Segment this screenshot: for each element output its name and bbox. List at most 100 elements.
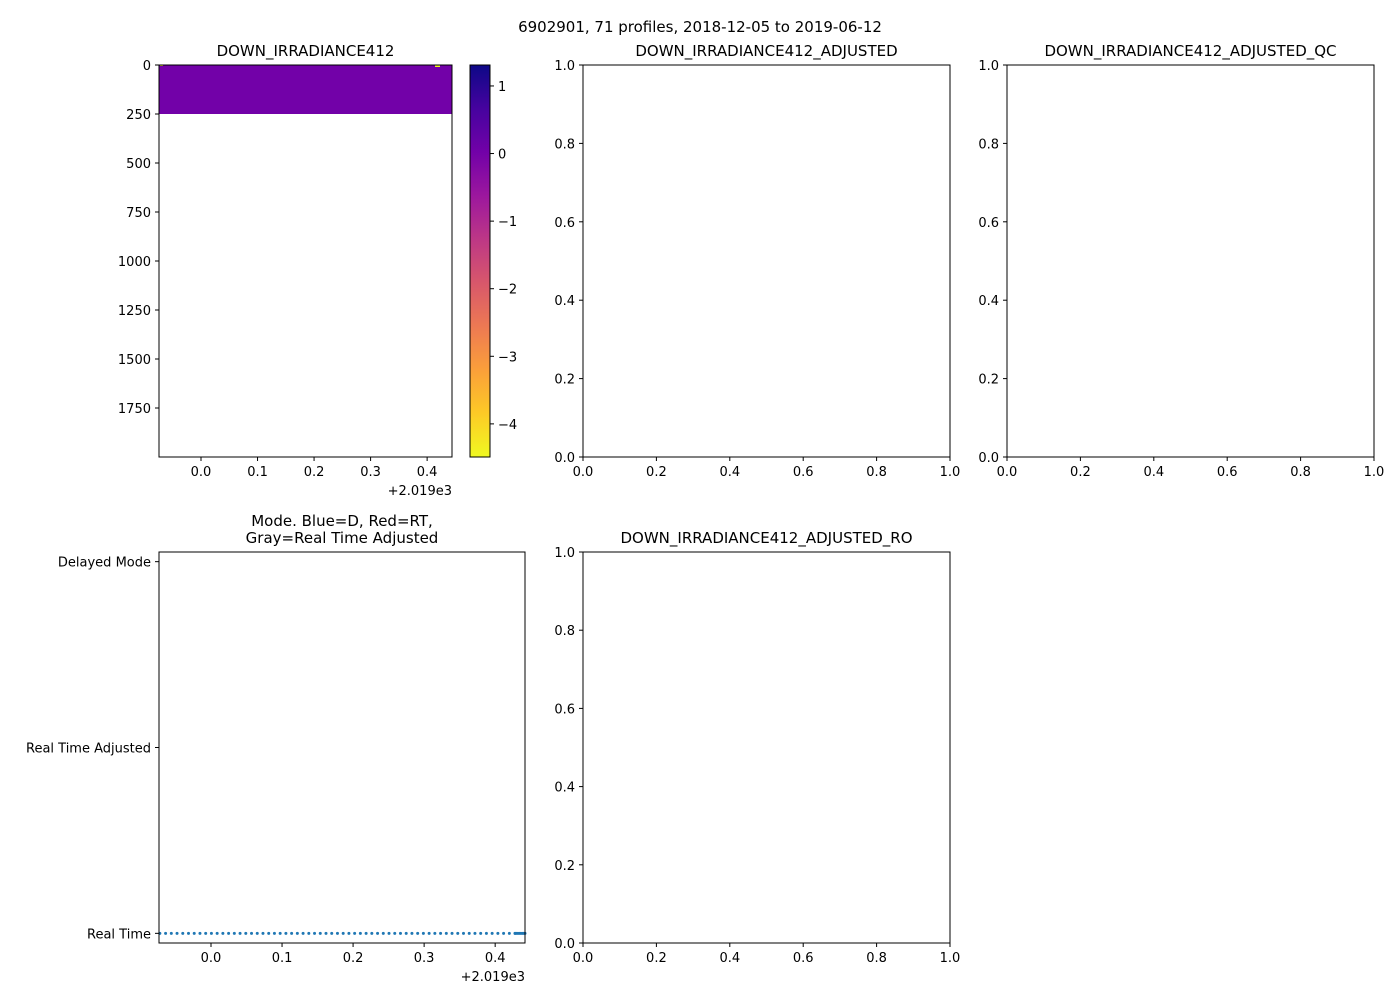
data-point [439, 931, 443, 935]
data-point [341, 931, 345, 935]
y-tick-label: 1000 [118, 255, 151, 270]
data-point [307, 931, 311, 935]
x-tick-label: 0.4 [417, 465, 438, 480]
data-point [490, 931, 494, 935]
y-tick-label: 500 [126, 157, 151, 172]
y-tick-label: 750 [126, 206, 151, 221]
axes-p2: 0.0 0.2 0.4 0.6 0.8 1.0 0.0 0.2 0.4 0.6 0.8 1.0 DOWN… [554, 42, 960, 480]
colorbar-tick-label: −1 [498, 215, 517, 230]
data-point [232, 931, 236, 935]
y-tick-label: Real Time [87, 927, 151, 942]
data-point [209, 931, 213, 935]
y-tick-label: 1.0 [554, 546, 575, 561]
x-tick-label: 0.4 [1143, 465, 1164, 480]
y-tick-label: 0.8 [554, 624, 575, 639]
x-tick-label: 1.0 [940, 951, 961, 966]
axes-p3: 0.0 0.2 0.4 0.6 0.8 1.0 0.0 0.2 0.4 0.6 0.8 1.0 DOWN… [978, 42, 1384, 480]
x-tick-label: 0.8 [866, 951, 887, 966]
data-point [227, 931, 231, 935]
x-tick-label: 0.0 [573, 951, 594, 966]
x-tick-label: 0.4 [485, 951, 506, 966]
data-point [290, 931, 294, 935]
data-point [204, 931, 208, 935]
data-point [502, 931, 506, 935]
y-tick-label: 0.2 [554, 373, 575, 388]
y-tick-label: 0.2 [554, 859, 575, 874]
data-point [175, 931, 179, 935]
data-point [295, 931, 299, 935]
x-tick-label: 0.1 [247, 465, 268, 480]
y-tick-label: 0.6 [554, 216, 575, 231]
data-point [261, 931, 265, 935]
data-point [461, 931, 465, 935]
y-tick-label: 0.4 [554, 294, 575, 309]
data-point [278, 931, 282, 935]
axes-frame [158, 551, 526, 944]
x-tick-label: 1.0 [1364, 465, 1385, 480]
x-tick-label: 0.6 [793, 951, 814, 966]
x-tick-label: 0.0 [191, 465, 212, 480]
axes-p1: 1 0 −1 −2 −3 −4 0.0 0.1 0.2 0.3 0.4 0 250 500 750 1000 1… [118, 42, 517, 499]
x-tick-label: 0.6 [1217, 465, 1238, 480]
x-tick-label: 0.3 [414, 951, 435, 966]
data-point [244, 931, 248, 935]
data-point [347, 931, 351, 935]
y-tick-label: 0.2 [978, 373, 999, 388]
data-point [370, 931, 374, 935]
data-point [507, 931, 511, 935]
data-point [416, 931, 420, 935]
y-tick-label: 0.0 [978, 451, 999, 466]
y-tick-label: 0.6 [554, 702, 575, 717]
data-point [473, 931, 477, 935]
data-point [192, 931, 196, 935]
data-point [387, 931, 391, 935]
x-tick-label: 0.2 [646, 951, 667, 966]
x-tick-label: 0.2 [343, 951, 364, 966]
axes-frame [582, 551, 951, 944]
data-point [198, 931, 202, 935]
data-point [456, 931, 460, 935]
colorbar-tick-label: −4 [498, 418, 517, 433]
y-tick-label: 1.0 [978, 59, 999, 74]
axes-frame [158, 64, 453, 458]
data-point [250, 931, 254, 935]
data-point [313, 931, 317, 935]
x-tick-label: 0.0 [573, 465, 594, 480]
x-tick-label: 0.2 [304, 465, 325, 480]
y-tick-label: 1.0 [554, 59, 575, 74]
data-point [181, 931, 185, 935]
data-point [393, 931, 397, 935]
data-point [479, 931, 483, 935]
x-tick-label: 0.1 [272, 951, 293, 966]
y-tick-label: 0 [143, 59, 151, 74]
y-tick-label: Delayed Mode [58, 556, 151, 571]
y-tick-label: 0.0 [554, 451, 575, 466]
data-point [398, 931, 402, 935]
y-tick-label: 1500 [118, 353, 151, 368]
heatmap-data-region [159, 65, 452, 114]
axes-title-line2: Gray=Real Time Adjusted [246, 529, 439, 547]
x-tick-label: 0.8 [1290, 465, 1311, 480]
x-tick-label: 0.2 [646, 465, 667, 480]
x-tick-label: 0.4 [719, 951, 740, 966]
data-point [169, 931, 173, 935]
x-tick-label: 0.8 [866, 465, 887, 480]
y-tick-label: 250 [126, 108, 151, 123]
x-tick-label: 0.6 [793, 465, 814, 480]
data-point [376, 931, 380, 935]
x-tick-label: 0.0 [997, 465, 1018, 480]
data-point [410, 931, 414, 935]
data-point [318, 931, 322, 935]
y-tick-label: 1250 [118, 304, 151, 319]
y-tick-label: 0.8 [554, 137, 575, 152]
data-point [364, 931, 368, 935]
data-point [186, 931, 190, 935]
colorbar-tick-label: −2 [498, 283, 517, 298]
data-point [484, 931, 488, 935]
x-tick-label: 0.0 [201, 951, 222, 966]
data-point [427, 931, 431, 935]
data-point [335, 931, 339, 935]
data-point [301, 931, 305, 935]
